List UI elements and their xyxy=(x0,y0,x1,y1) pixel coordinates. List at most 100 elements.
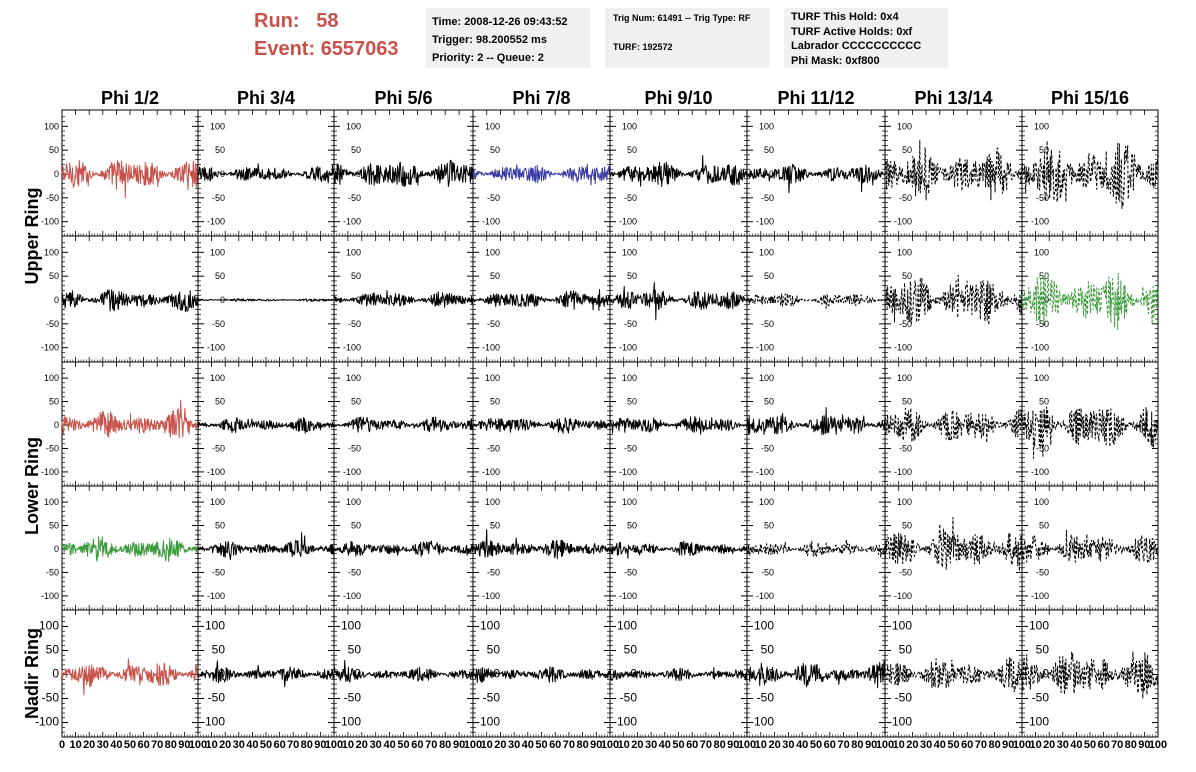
y-tick-label-r1-c5: 50 xyxy=(764,271,774,281)
y-tick-label-r2-c2: -50 xyxy=(348,443,361,453)
x-tick-label-c0: 20 xyxy=(83,739,95,751)
y-tick-label-r0-c4: -100 xyxy=(619,217,637,227)
y-tick-label-r3-c3: -100 xyxy=(482,591,500,601)
y-tick-label-r1-c3: -100 xyxy=(482,343,500,353)
y-tick-label-r4-c1: -100 xyxy=(201,715,225,729)
y-tick-label-r3-c7: 50 xyxy=(1039,521,1049,531)
y-tick-label-r0-c2: -100 xyxy=(343,217,361,227)
x-tick-label-c2: 20 xyxy=(356,739,368,751)
y-tick-label-r2-c6: -100 xyxy=(894,467,912,477)
x-tick-label-c6: 10 xyxy=(893,739,905,751)
y-tick-label-left-r3: 0 xyxy=(54,544,59,554)
y-tick-label-r4-c5: 100 xyxy=(754,618,774,632)
y-tick-label-r4-c7: 0 xyxy=(1042,667,1049,681)
waveform-r0-c6 xyxy=(884,139,1023,201)
y-tick-label-r1-c6: 0 xyxy=(907,295,912,305)
x-tick-label-c0: 70 xyxy=(151,739,163,751)
trig-num-text: Trig Num: 61491 -- Trig Type: RF xyxy=(613,13,751,23)
y-tick-label-r3-c7: 100 xyxy=(1034,497,1049,507)
x-tick-label-c1: 80 xyxy=(301,739,313,751)
y-tick-label-r0-c1: 50 xyxy=(215,145,225,155)
y-tick-label-r4-c2: -50 xyxy=(344,691,362,705)
y-tick-label-r2-c1: 50 xyxy=(215,397,225,407)
x-tick-label-c2: 80 xyxy=(439,739,451,751)
y-tick-label-r4-c7: 100 xyxy=(1029,618,1049,632)
x-tick-label-c5: 20 xyxy=(768,739,780,751)
y-tick-label-r4-c1: 50 xyxy=(212,642,226,656)
y-tick-label-r0-c6: 0 xyxy=(907,169,912,179)
x-tick-label-c3: 10 xyxy=(481,739,493,751)
y-tick-label-r3-c1: 100 xyxy=(210,497,225,507)
y-tick-label-r1-c1: 100 xyxy=(210,247,225,257)
y-tick-label-r4-c6: 100 xyxy=(892,618,912,632)
y-tick-label-r2-c2: 100 xyxy=(346,373,361,383)
trigger-text: Trigger: 98.200552 ms xyxy=(432,34,547,46)
waveform-r3-c5 xyxy=(746,538,886,558)
event-label-text: Event: xyxy=(254,38,316,60)
column-header-1: Phi 1/2 xyxy=(101,88,159,108)
y-tick-label-r4-c2: 0 xyxy=(354,667,361,681)
x-tick-label-c7: 90 xyxy=(1138,739,1150,751)
x-tick-label-c5: 100 xyxy=(876,739,894,751)
y-tick-label-r4-c2: -100 xyxy=(337,715,361,729)
y-tick-label-r3-c4: -50 xyxy=(624,567,637,577)
turf-info-box: TURF This Hold: 0x4 TURF Active Holds: 0… xyxy=(784,8,948,68)
x-tick-label-c4: 60 xyxy=(686,739,698,751)
x-tick-label-c4: 10 xyxy=(618,739,630,751)
y-tick-label-r1-c6: 50 xyxy=(902,271,912,281)
y-tick-label-left-r0: -100 xyxy=(41,217,59,227)
column-header-2: Phi 3/4 xyxy=(237,88,295,108)
waveform-r3-c2 xyxy=(333,540,474,557)
x-tick-label-c1: 60 xyxy=(273,739,285,751)
y-tick-label-left-r3: -100 xyxy=(41,591,59,601)
waveform-r2-c2 xyxy=(333,416,474,433)
x-tick-label-c1: 20 xyxy=(219,739,231,751)
x-tick-label-c6: 20 xyxy=(906,739,918,751)
waveform-r3-c3 xyxy=(472,529,611,560)
y-tick-label-r0-c3: 100 xyxy=(485,121,500,131)
waveform-r0-c2 xyxy=(333,159,474,187)
time-text: Time: 2008-12-26 09:43:52 xyxy=(432,16,568,28)
y-tick-label-r2-c6: 50 xyxy=(902,397,912,407)
y-tick-label-left-r0: 50 xyxy=(49,145,59,155)
x-tick-label-c6: 80 xyxy=(988,739,1000,751)
y-tick-label-r3-c6: -100 xyxy=(894,591,912,601)
x-tick-label-c7: 10 xyxy=(1029,739,1041,751)
y-tick-label-r0-c4: 50 xyxy=(627,145,637,155)
y-tick-label-r2-c1: -100 xyxy=(207,467,225,477)
y-tick-label-r2-c5: 50 xyxy=(764,397,774,407)
x-tick-label-c7: 80 xyxy=(1125,739,1137,751)
ring-label-3: Nadir Ring xyxy=(22,628,42,719)
x-tick-label-c0: 80 xyxy=(165,739,177,751)
y-tick-label-r2-c6: 100 xyxy=(897,373,912,383)
column-header-4: Phi 7/8 xyxy=(512,88,570,108)
waveform-r3-c1 xyxy=(197,532,335,561)
turf-active-text: TURF Active Holds: 0xf xyxy=(791,25,913,38)
x-tick-label-c0: 10 xyxy=(69,739,81,751)
y-tick-label-left-r4: 100 xyxy=(39,618,59,632)
column-header-3: Phi 5/6 xyxy=(374,88,432,108)
y-tick-label-r3-c5: 100 xyxy=(759,497,774,507)
y-tick-label-r1-c7: -100 xyxy=(1031,343,1049,353)
waveform-r1-c7 xyxy=(1021,272,1159,330)
y-tick-label-r0-c6: 100 xyxy=(897,121,912,131)
x-tick-label-c4: 30 xyxy=(645,739,657,751)
y-tick-label-r1-c1: 50 xyxy=(215,271,225,281)
y-tick-label-r4-c1: -50 xyxy=(208,691,226,705)
y-tick-label-r3-c5: 50 xyxy=(764,521,774,531)
y-tick-label-left-r2: 0 xyxy=(54,420,59,430)
x-tick-label-c2: 30 xyxy=(370,739,382,751)
x-tick-label-c4: 20 xyxy=(631,739,643,751)
y-tick-label-r1-c7: 0 xyxy=(1044,295,1049,305)
y-tick-label-r2-c2: 50 xyxy=(351,397,361,407)
y-tick-label-r0-c2: 100 xyxy=(346,121,361,131)
y-tick-label-r3-c4: 100 xyxy=(622,497,637,507)
y-tick-label-r1-c5: -100 xyxy=(756,343,774,353)
y-tick-label-r3-c3: 100 xyxy=(485,497,500,507)
x-tick-label-c2: 90 xyxy=(453,739,465,751)
y-tick-label-r4-c2: 100 xyxy=(341,618,361,632)
y-tick-label-r3-c7: -100 xyxy=(1031,591,1049,601)
y-tick-label-r0-c6: -100 xyxy=(894,217,912,227)
y-tick-label-r3-c1: 0 xyxy=(220,544,225,554)
x-tick-label-c2: 10 xyxy=(342,739,354,751)
